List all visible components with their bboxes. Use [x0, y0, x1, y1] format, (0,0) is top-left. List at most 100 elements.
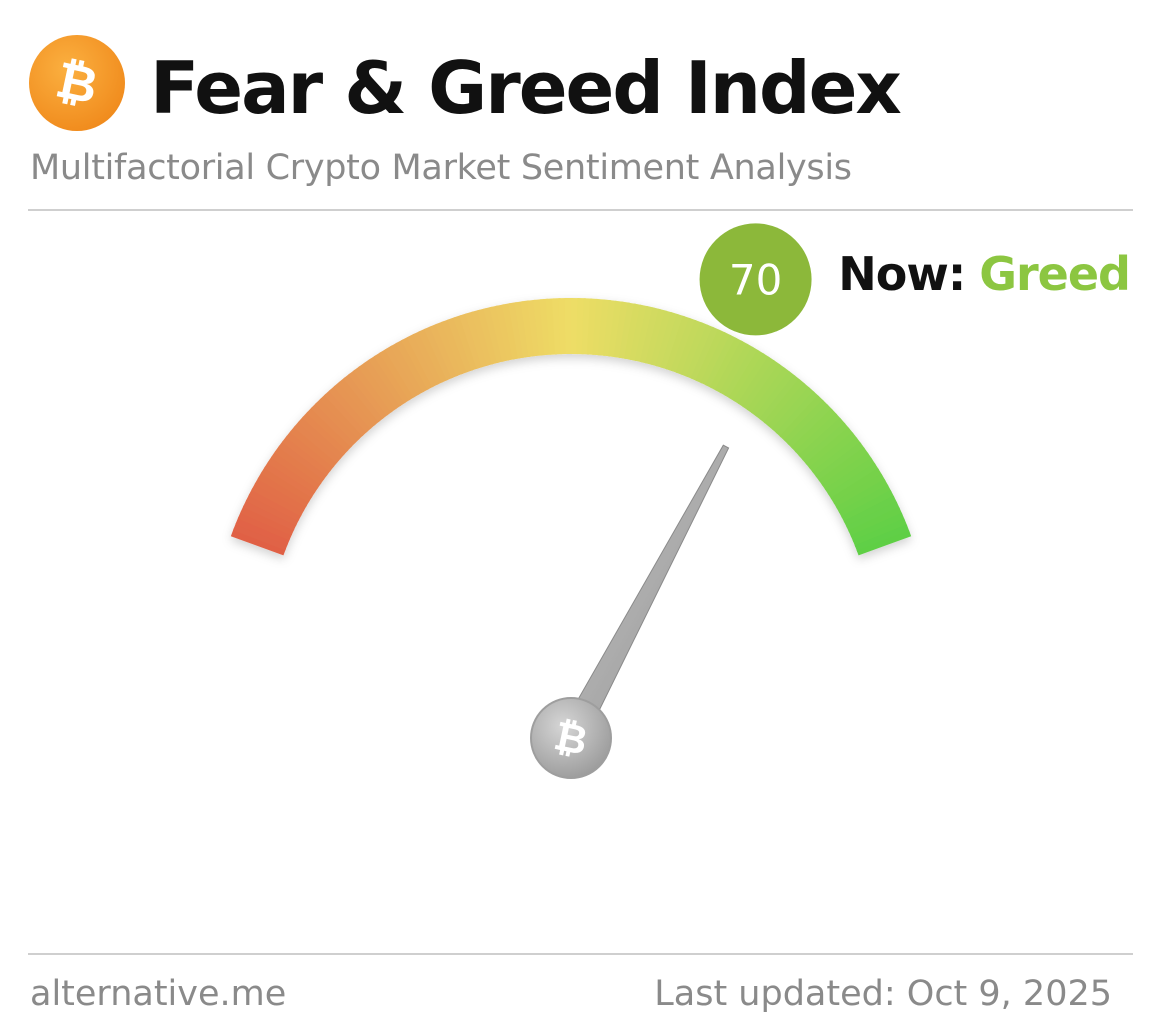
gauge-arc-segment	[453, 315, 479, 371]
gauge-arc-segment	[412, 330, 444, 385]
gauge-arc-segment	[794, 413, 842, 457]
gauge-arc-segment	[423, 325, 454, 381]
gauge-arc-segment	[477, 308, 499, 365]
page-title: Fear & Greed Index	[150, 46, 902, 130]
gauge-arc-segment	[384, 345, 420, 398]
gauge-arc-segment	[821, 452, 873, 491]
gauge-arc-segment	[257, 471, 310, 507]
gauge-arc-segment	[719, 343, 754, 396]
gauge-arc-segment	[665, 315, 691, 372]
gauge-arc-segment	[843, 495, 898, 528]
gauge-arc-segment	[850, 512, 906, 543]
gauge-arc-segment	[278, 440, 328, 481]
gauge-arc-segment	[801, 422, 850, 465]
gauge-arc-segment	[728, 349, 765, 402]
gauge-arc-segment	[763, 378, 806, 427]
gauge-arc-segment	[306, 406, 353, 452]
gauge-arc-segment	[533, 299, 547, 356]
gauge-arc-segment	[441, 319, 469, 375]
gauge-arc-segment	[520, 300, 536, 357]
gauge-arc-segment	[746, 363, 786, 414]
gauge-arc-segment	[775, 390, 820, 438]
gauge-arc-segment	[251, 482, 305, 517]
now-value: Greed	[979, 247, 1131, 301]
gauge-arc-segment	[489, 305, 510, 362]
gauge-arc-segment	[815, 442, 866, 482]
gauge-arc-segment	[297, 416, 345, 460]
gauge-arc-segment	[324, 389, 368, 437]
gauge-arc-segment	[237, 510, 293, 541]
gauge-arc-segment	[270, 450, 322, 489]
gauge-arc-segment	[685, 324, 715, 380]
needle-hub: ₿	[530, 697, 612, 779]
gauge-arc-segment	[709, 337, 743, 391]
gauge-arc-segment	[401, 336, 434, 390]
gauge-arc-segment	[514, 301, 531, 358]
gauge-arc-segment	[495, 304, 515, 361]
gauge-arc-segment	[508, 302, 525, 359]
gauge-arc-segment	[846, 501, 901, 533]
gauge-arc-segment	[690, 326, 721, 382]
gauge-arc-segment	[818, 447, 869, 487]
gauge-arc-segment	[767, 382, 811, 431]
gauge-arc-segment	[791, 408, 838, 453]
gauge-arc-segment	[805, 427, 854, 469]
gauge-arc-segment	[779, 395, 825, 442]
gauge-arc-segment	[333, 381, 376, 430]
gauge-arc-segment	[660, 313, 685, 370]
gauge-arc-segment	[289, 425, 338, 468]
gauge-arc-segment	[680, 322, 709, 377]
gauge-arc-segment	[267, 455, 319, 494]
gauge-arc-segment	[319, 393, 364, 440]
gauge-arc-segment	[343, 373, 385, 423]
gauge-arc-segment	[737, 356, 776, 408]
gauge-arc-segment	[373, 351, 411, 404]
gauge-arc-segment	[418, 328, 449, 383]
gauge-arc-segment	[824, 457, 876, 495]
gauge-arc-segment	[274, 445, 325, 485]
gauge-arc-segment	[650, 310, 673, 367]
gauge-arc-segment	[841, 490, 895, 523]
gauge-arc-segment	[471, 309, 494, 366]
gauge-arc-segment	[714, 340, 749, 394]
gauge-arc-segment	[285, 430, 335, 472]
page-subtitle: Multifactorial Crypto Market Sentiment A…	[30, 148, 852, 188]
gauge-arc-segment	[281, 435, 332, 476]
gauge-arc-segment	[459, 313, 484, 369]
gauge-arc-segment	[483, 306, 504, 364]
gauge-arc-segment	[406, 333, 439, 388]
gauge-arc-segment	[254, 477, 307, 512]
gauge-arc-segment	[390, 342, 425, 395]
gauge-arc-segment	[230, 528, 286, 556]
gauge-arc-segment	[812, 437, 862, 478]
gauge-arc	[230, 298, 912, 556]
gauge-arc-segment	[827, 462, 880, 500]
gauge-value: 70	[729, 255, 782, 304]
gauge-arc-segment	[705, 334, 738, 389]
gauge-arc-segment	[501, 303, 520, 360]
gauge-arc-segment	[771, 386, 815, 434]
bottom-divider	[28, 953, 1133, 955]
source-link[interactable]: alternative.me	[30, 974, 287, 1014]
gauge-arc-segment	[248, 488, 302, 522]
gauge-arc-segment	[700, 331, 732, 386]
gauge-arc-segment	[358, 362, 398, 413]
gauge-arc-segment	[670, 317, 697, 374]
gauge-arc-segment	[395, 339, 429, 393]
gauge-arc-segment	[733, 353, 771, 405]
gauge-arc-segment	[526, 299, 541, 357]
gauge-arc-segment	[854, 524, 910, 553]
gauge-arc-segment	[655, 312, 679, 368]
gauge-arc-segment	[379, 348, 416, 401]
gauge-arc-segment	[328, 385, 372, 433]
gauge-arc-segment	[240, 505, 295, 536]
gauge-arc-segment	[759, 374, 801, 424]
gauge-arc-segment	[695, 329, 726, 384]
gauge-arc-segment	[301, 411, 349, 456]
gauge-arc-segment	[429, 323, 459, 379]
last-updated: Last updated: Oct 9, 2025	[654, 974, 1112, 1014]
gauge-arc-segment	[848, 507, 903, 538]
gauge-arc-segment	[264, 460, 316, 498]
